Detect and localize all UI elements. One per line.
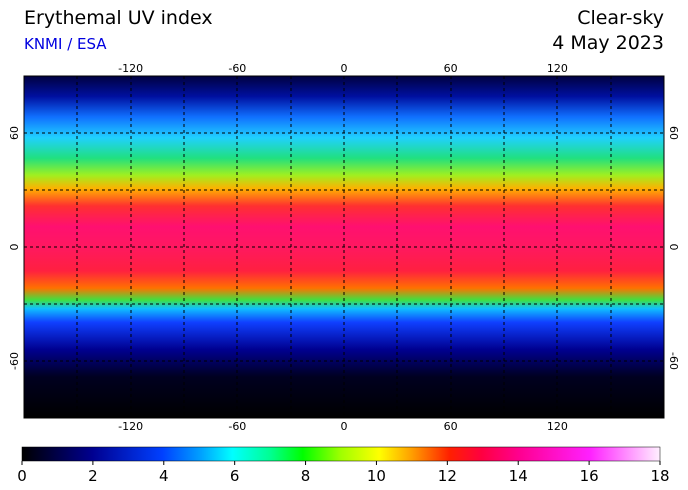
title: Erythemal UV index bbox=[24, 7, 213, 29]
colorbar-label: 6 bbox=[230, 467, 240, 485]
lat-label: -60 bbox=[8, 352, 21, 370]
lon-label: 120 bbox=[547, 62, 568, 75]
colorbar-label: 10 bbox=[367, 467, 386, 485]
colorbar-label: 18 bbox=[650, 467, 669, 485]
source: KNMI / ESA bbox=[24, 35, 107, 53]
lon-label: 0 bbox=[341, 420, 348, 433]
lon-label: -60 bbox=[228, 420, 246, 433]
lon-label: 60 bbox=[444, 420, 458, 433]
colorbar bbox=[21, 446, 661, 462]
lat-label: 0 bbox=[667, 244, 680, 251]
lon-label: -60 bbox=[228, 62, 246, 75]
lat-label: 60 bbox=[667, 126, 680, 140]
colorbar-label: 0 bbox=[17, 467, 27, 485]
sky-label: Clear-sky bbox=[577, 7, 664, 29]
date: 4 May 2023 bbox=[552, 32, 664, 54]
lon-label: -120 bbox=[118, 62, 143, 75]
lat-label: -60 bbox=[667, 352, 680, 370]
colorbar-label: 4 bbox=[159, 467, 169, 485]
colorbar-label: 16 bbox=[580, 467, 599, 485]
lon-label: 0 bbox=[341, 62, 348, 75]
lon-label: 120 bbox=[547, 420, 568, 433]
lat-label: 0 bbox=[8, 244, 21, 251]
colorbar-label: 14 bbox=[509, 467, 528, 485]
lon-label: -120 bbox=[118, 420, 143, 433]
lon-label: 60 bbox=[444, 62, 458, 75]
colorbar-label: 12 bbox=[438, 467, 457, 485]
map-frame bbox=[23, 75, 665, 419]
dynamic: -120 -120 -60 -60 0 0 60 60 120 120 60 60 0 0 -60 -60 0 2… bbox=[8, 62, 680, 485]
lat-label: 60 bbox=[8, 126, 21, 140]
colorbar-label: 8 bbox=[301, 467, 311, 485]
graticule bbox=[24, 76, 664, 418]
colorbar-label: 2 bbox=[88, 467, 98, 485]
